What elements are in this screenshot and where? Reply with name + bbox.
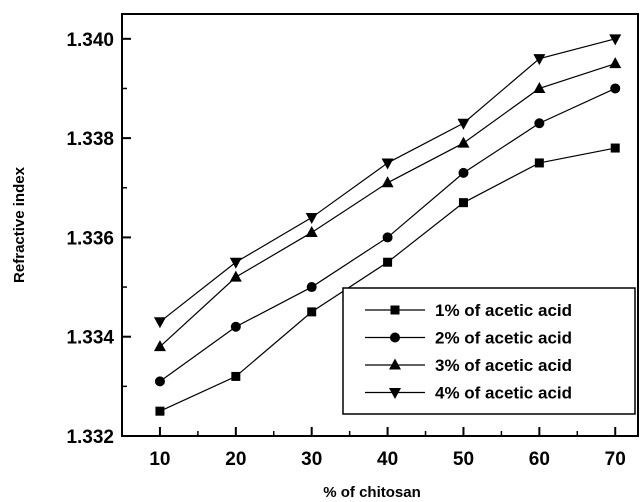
data-point — [231, 371, 241, 381]
x-tick-label: 10 — [149, 449, 170, 470]
data-point — [153, 317, 166, 329]
legend-marker — [390, 332, 400, 343]
x-tick-label: 60 — [529, 449, 550, 470]
data-point — [610, 83, 621, 94]
legend-marker — [390, 305, 400, 315]
data-point — [457, 136, 470, 148]
y-tick-label: 1.336 — [66, 228, 114, 249]
data-point — [533, 54, 546, 66]
data-point — [610, 143, 620, 153]
data-point — [153, 340, 166, 352]
x-tick-label: 70 — [605, 449, 626, 470]
x-axis-ticks: 10 20 30 40 50 60 70 — [149, 427, 626, 470]
series-layer — [153, 34, 622, 416]
y-tick-label: 1.334 — [66, 328, 114, 349]
y-tick-label: 1.340 — [66, 30, 114, 51]
data-point — [534, 118, 545, 129]
x-tick-label: 40 — [377, 449, 398, 470]
data-point — [458, 167, 469, 178]
y-axis-label: Refractive index — [11, 166, 28, 283]
data-point — [533, 81, 546, 93]
data-point — [609, 34, 622, 46]
data-point — [229, 257, 242, 269]
legend-label: 4% of acetic acid — [435, 384, 572, 403]
data-point — [305, 213, 318, 225]
legend-label: 2% of acetic acid — [435, 329, 572, 348]
y-axis-ticks: 1.332 1.334 1.336 1.338 1.340 — [66, 30, 131, 448]
data-point — [457, 118, 470, 130]
x-tick-label: 30 — [301, 449, 322, 470]
plot-frame — [121, 13, 639, 437]
data-point — [154, 376, 165, 387]
series-4 — [153, 34, 622, 329]
data-point — [305, 225, 318, 237]
legend: 1% of acetic acid 2% of acetic acid 3% of … — [342, 287, 636, 415]
data-point — [382, 232, 393, 243]
data-point — [307, 307, 317, 317]
data-point — [230, 321, 241, 332]
x-tick-label: 20 — [225, 449, 246, 470]
legend-marker — [389, 358, 401, 370]
legend-label: 1% of acetic acid — [435, 301, 572, 320]
data-point — [229, 270, 242, 282]
legend-marker — [389, 388, 401, 399]
data-point — [534, 158, 544, 168]
series-3 — [153, 57, 622, 352]
y-tick-label: 1.338 — [66, 129, 114, 150]
data-point — [381, 176, 394, 188]
data-point — [609, 57, 622, 69]
series-1 — [155, 143, 620, 416]
series-2 — [154, 83, 621, 387]
data-point — [155, 406, 165, 416]
data-point — [306, 282, 317, 293]
legend-label: 3% of acetic acid — [435, 356, 572, 375]
y-tick-label: 1.332 — [66, 427, 114, 448]
data-point — [383, 257, 393, 267]
data-point — [458, 198, 468, 208]
x-tick-label: 50 — [453, 449, 474, 470]
x-axis-label: % of chitosan — [323, 484, 421, 501]
data-point — [381, 158, 394, 170]
